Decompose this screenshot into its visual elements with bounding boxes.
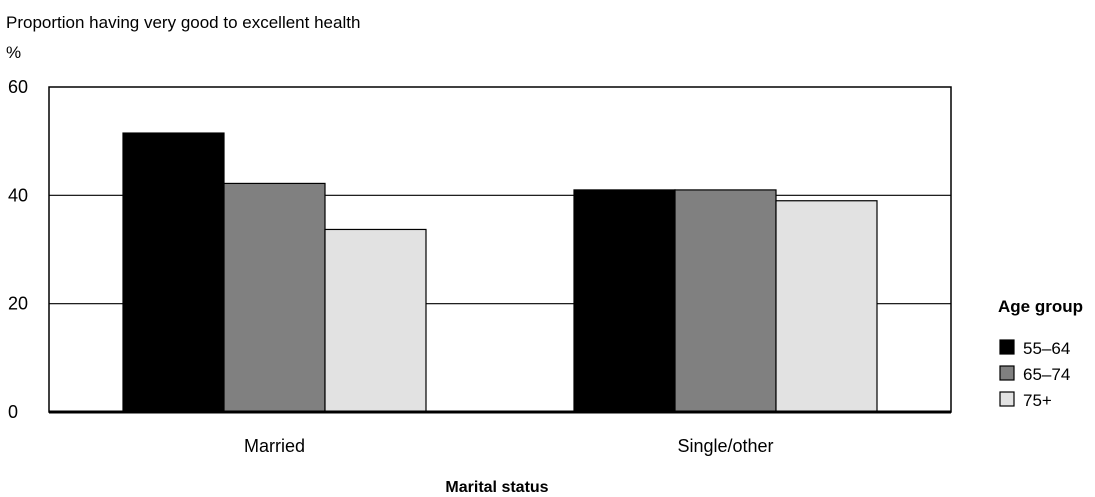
y-tick-label: 60 bbox=[8, 77, 28, 97]
y-tick-labels: 0 20 40 60 bbox=[8, 77, 28, 422]
bar bbox=[674, 189, 777, 413]
chart-title: Proportion having very good to excellent… bbox=[6, 13, 360, 32]
x-axis-label: Marital status bbox=[445, 479, 548, 496]
legend-label: 55–64 bbox=[1023, 339, 1070, 358]
category-labels: Married Single/other bbox=[244, 436, 774, 456]
legend-title: Age group bbox=[998, 297, 1083, 316]
category-label: Single/other bbox=[677, 436, 773, 456]
legend-swatch bbox=[999, 391, 1015, 407]
legend-swatch bbox=[999, 339, 1015, 355]
y-unit-label: % bbox=[6, 43, 21, 62]
category-label: Married bbox=[244, 436, 305, 456]
bar bbox=[573, 189, 676, 413]
y-tick-label: 0 bbox=[8, 402, 18, 422]
y-tick-label: 20 bbox=[8, 294, 28, 314]
legend-label: 65–74 bbox=[1023, 365, 1070, 384]
legend: Age group 55–64 65–74 75+ bbox=[998, 297, 1083, 410]
bars bbox=[122, 132, 878, 413]
bar bbox=[775, 200, 878, 413]
legend-swatch bbox=[999, 365, 1015, 381]
legend-label: 75+ bbox=[1023, 391, 1052, 410]
bar bbox=[324, 228, 427, 413]
y-tick-label: 40 bbox=[8, 185, 28, 205]
bar bbox=[223, 182, 326, 413]
bar bbox=[122, 132, 225, 413]
